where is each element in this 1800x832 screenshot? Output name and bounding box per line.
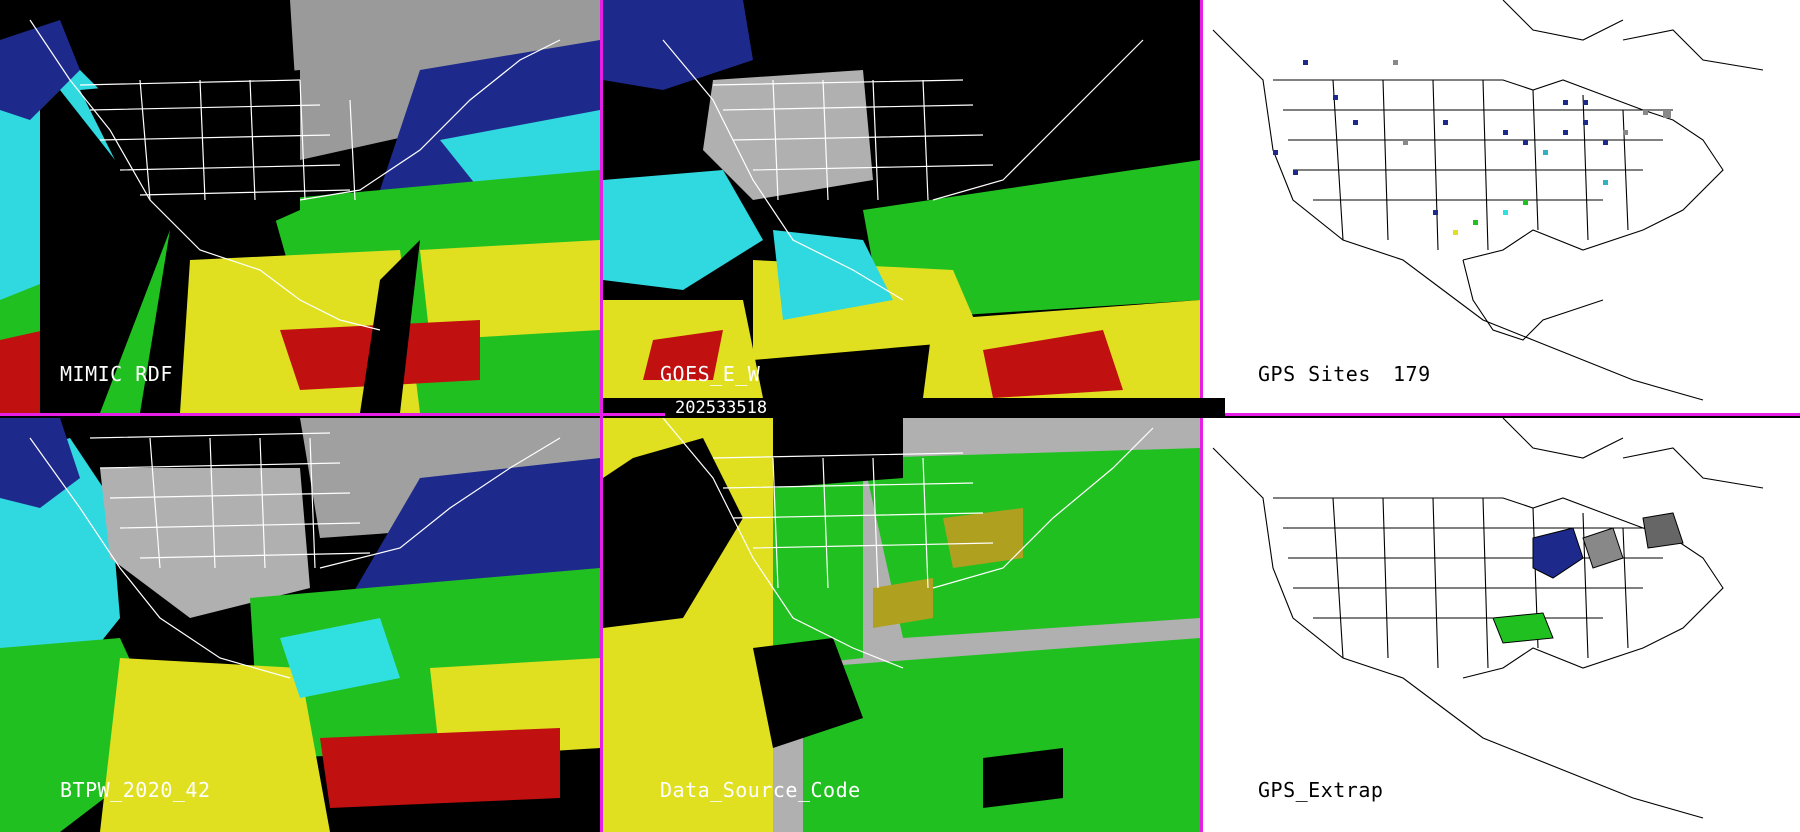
mimic-rdf-map [0,0,600,413]
panel-label: GPS_Extrap [1258,778,1384,802]
data-source-code-map [603,418,1200,832]
panel-label: GPS Sites [1258,362,1371,386]
panel-label: MIMIC RDF [60,362,173,386]
gps-sites-count: 179 [1393,362,1431,386]
gps-site-markers [1273,60,1671,235]
divider-vertical-left [600,0,603,832]
panel-mimic-rdf: MIMIC RDF [0,0,600,413]
panel-label: Data_Source_Code [660,778,861,802]
panel-label: BTPW_2020_42 [60,778,211,802]
timestamp-bar: 202533518 [665,398,1225,418]
panel-label: GOES_E_W [660,362,761,386]
panel-goes-e-w: GOES_E_W [603,0,1200,398]
panel-gps-extrap: GPS_Extrap [1203,418,1800,832]
goes-e-w-map [603,0,1200,398]
btpw-2020-42-map [0,418,600,832]
panel-data-source-code: Data_Source_Code [603,418,1200,832]
panel-btpw-2020-42: BTPW_2020_42 [0,418,600,832]
gps-sites-map [1203,0,1800,413]
gps-extrap-map [1203,418,1800,832]
timestamp-text: 202533518 [675,398,768,418]
panel-gps-sites: GPS Sites 179 [1203,0,1800,413]
